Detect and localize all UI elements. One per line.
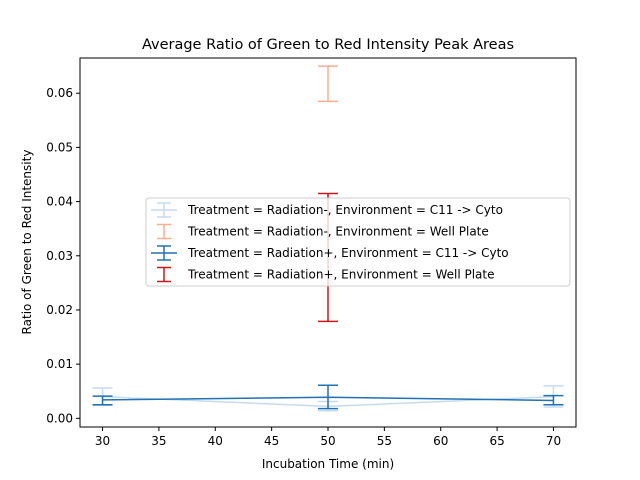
legend-label: Treatment = Radiation-, Environment = C1…	[187, 203, 503, 217]
legend-entry: Treatment = Radiation+, Environment = We…	[157, 266, 495, 283]
y-axis-label: Ratio of Green to Red Intensity	[20, 150, 34, 335]
y-axis: 0.00 0.01 0.02 0.03 0.04 0.05 0.06	[46, 86, 80, 425]
legend-entry: Treatment = Radiation-, Environment = We…	[157, 223, 489, 240]
y-tick-label: 0.06	[46, 86, 73, 100]
legend-label: Treatment = Radiation+, Environment = We…	[187, 268, 495, 282]
series-3	[92, 384, 564, 410]
x-tick-label: 45	[264, 434, 279, 448]
y-tick-label: 0.05	[46, 140, 73, 154]
y-tick-label: 0.00	[46, 411, 73, 425]
x-tick-label: 30	[95, 434, 110, 448]
x-tick-label: 50	[320, 434, 335, 448]
x-tick-label: 65	[489, 434, 504, 448]
x-axis: 30 35 40 45 50 55 60 65 70	[95, 427, 561, 448]
x-tick-label: 55	[377, 434, 392, 448]
y-tick-label: 0.04	[46, 195, 73, 209]
x-axis-label: Incubation Time (min)	[262, 457, 394, 471]
legend-entry: Treatment = Radiation-, Environment = C1…	[151, 202, 503, 218]
legend-box	[145, 197, 571, 287]
chart-title: Average Ratio of Green to Red Intensity …	[142, 37, 514, 53]
x-tick-label: 35	[151, 434, 166, 448]
x-tick-label: 60	[433, 434, 448, 448]
x-tick-label: 40	[208, 434, 223, 448]
y-tick-label: 0.03	[46, 249, 73, 263]
plot-area	[92, 65, 564, 412]
legend-entry: Treatment = Radiation+, Environment = C1…	[151, 245, 509, 261]
series-2	[318, 65, 338, 103]
y-tick-label: 0.02	[46, 303, 73, 317]
legend: Treatment = Radiation-, Environment = C1…	[145, 197, 571, 287]
x-tick-label: 70	[546, 434, 561, 448]
legend-label: Treatment = Radiation+, Environment = C1…	[187, 246, 509, 260]
legend-label: Treatment = Radiation-, Environment = We…	[187, 225, 489, 239]
y-tick-label: 0.01	[46, 357, 73, 371]
